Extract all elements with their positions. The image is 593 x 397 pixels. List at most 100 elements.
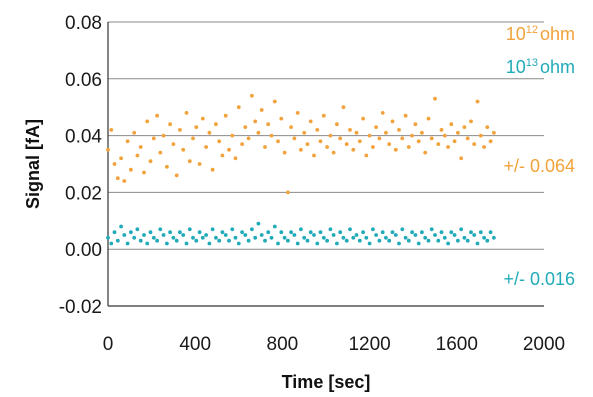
series-2-point [475,241,480,246]
series-2-point [485,238,490,243]
series-2-point [387,238,392,243]
series-2-point [191,235,195,240]
series-2-point [207,241,212,246]
series-1-point [452,139,457,144]
series-2-point [112,230,117,235]
series-2-point [122,233,127,237]
series-1-point [413,122,418,127]
series-1-point [367,133,372,138]
series-1-point [266,122,271,127]
series-2-point [266,230,271,235]
series-2-point [482,235,486,240]
series-1-point [354,130,359,135]
series-2-point [456,238,460,243]
series-2-point [178,230,182,235]
series-1-point [282,150,287,155]
series-2-point [335,241,339,246]
series-2-annotation: +/- 0.016 [503,269,575,289]
series-1-point [168,122,173,127]
series-2-point [174,238,179,243]
series-2-point [393,233,398,237]
series-1-point [436,142,441,147]
series-2-point [390,230,395,235]
series-2-point [223,233,228,237]
series-1-point [256,130,261,135]
series-2-point [472,233,477,237]
series-1-annotation: +/- 0.064 [503,156,575,176]
x-tick-label: 800 [267,334,299,355]
series-1-point [344,142,349,147]
series-1-point [397,127,401,132]
series-1-point [341,105,346,110]
series-1-point [492,130,496,135]
series-1-point [475,99,480,104]
series-1-point [151,136,156,141]
series-1-point [187,159,192,164]
series-1-point [115,176,120,181]
series-2-point [367,241,372,246]
series-1-point [119,156,123,161]
y-axis-title: Signal [fA] [23,119,43,209]
series-1-point [446,145,450,149]
series-1-point [439,127,444,132]
series-1-point [112,162,117,166]
series-2-point [220,230,225,235]
series-2-point [361,230,365,235]
series-2-point [269,235,274,240]
series-2-point [282,235,287,240]
series-2-point [318,230,323,235]
series-2-point [132,235,137,240]
y-tick-label: 0.02 [65,183,102,204]
series-1-point [230,133,235,138]
series-2-point [325,238,329,243]
series-2-point [413,233,418,237]
y-tick-label: -0.02 [59,297,102,318]
series-2-point [338,230,343,235]
series-1-point [148,159,153,164]
y-tick-label: 0.04 [65,127,102,148]
series-2-point [289,230,293,235]
series-2-point [256,221,261,226]
series-2-point [315,241,320,246]
series-1-point [207,130,212,135]
series-1-point [423,150,428,155]
series-2-point [410,230,414,235]
series-1-point [194,125,199,129]
series-2-point [433,233,437,237]
series-1-point [331,150,336,155]
series-1-point [321,113,326,118]
series-1-point [357,139,362,144]
series-1-point [393,147,398,152]
series-1-label: 1012 ohm [506,24,575,44]
series-1-point [403,113,408,118]
series-2-point [279,230,284,235]
series-1-point [295,111,300,115]
series-2-point [135,227,140,232]
series-1-point [348,127,352,132]
series-2-point [138,238,143,243]
series-2-point [442,235,447,240]
series-2-point [348,227,352,232]
series-2-label: 1013 ohm [506,57,575,77]
series-1-point [478,133,483,138]
series-1-point [390,119,395,124]
series-1-point [485,125,490,129]
series-1-point [259,108,264,112]
series-1-point [426,116,431,121]
series-1-point [410,133,414,138]
series-2-point [200,235,205,240]
series-1-point [132,130,137,135]
series-1-point [155,113,160,118]
series-2-point [129,230,133,235]
series-1-point [459,156,464,161]
series-1-point [200,116,205,121]
series-2-point [145,241,150,246]
series-1-point [253,119,258,124]
series-1-point [371,145,375,149]
series-2-point [161,233,166,237]
series-1-point [125,139,130,144]
series-1-point [204,145,209,149]
series-2-point [194,238,199,243]
series-2-point [321,235,326,240]
series-1-point [109,127,114,132]
